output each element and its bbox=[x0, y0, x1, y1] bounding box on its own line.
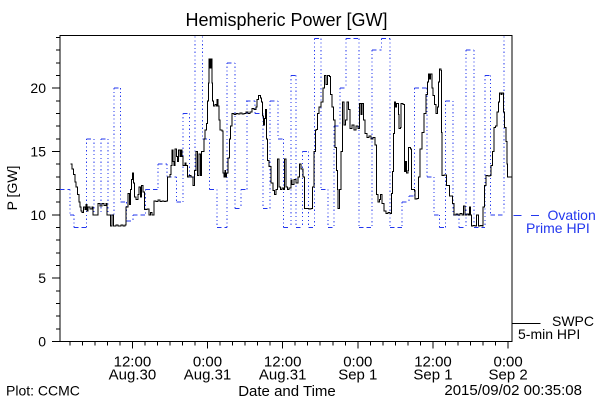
svg-text:Aug.31: Aug.31 bbox=[259, 367, 307, 384]
svg-text:12:00: 12:00 bbox=[414, 354, 452, 371]
svg-text:5: 5 bbox=[38, 270, 46, 286]
svg-text:12:00: 12:00 bbox=[114, 354, 152, 371]
svg-text:P [GW]: P [GW] bbox=[4, 166, 20, 211]
svg-text:Hemispheric Power [GW]: Hemispheric Power [GW] bbox=[185, 10, 387, 30]
svg-text:0:00: 0:00 bbox=[343, 354, 372, 371]
svg-text:Prime HPI: Prime HPI bbox=[526, 220, 590, 236]
svg-text:SWPC: SWPC bbox=[552, 313, 594, 329]
svg-text:12:00: 12:00 bbox=[264, 354, 302, 371]
svg-text:10: 10 bbox=[30, 207, 46, 223]
svg-text:Plot: CCMC: Plot: CCMC bbox=[6, 383, 80, 399]
svg-text:Sep 2: Sep 2 bbox=[488, 367, 527, 384]
svg-text:Aug.31: Aug.31 bbox=[184, 367, 232, 384]
svg-text:2015/09/02 00:35:08: 2015/09/02 00:35:08 bbox=[444, 382, 582, 399]
svg-text:Ovation: Ovation bbox=[548, 207, 596, 223]
svg-text:Sep 1: Sep 1 bbox=[338, 367, 377, 384]
svg-text:0:00: 0:00 bbox=[193, 354, 222, 371]
svg-text:Date and Time: Date and Time bbox=[238, 383, 336, 400]
svg-text:5-min HPI: 5-min HPI bbox=[518, 326, 580, 342]
svg-text:Aug.30: Aug.30 bbox=[109, 367, 157, 384]
svg-text:Sep 1: Sep 1 bbox=[413, 367, 452, 384]
svg-text:15: 15 bbox=[30, 143, 46, 159]
svg-text:0:00: 0:00 bbox=[493, 354, 522, 371]
svg-text:0: 0 bbox=[38, 334, 46, 350]
svg-text:20: 20 bbox=[30, 80, 46, 96]
